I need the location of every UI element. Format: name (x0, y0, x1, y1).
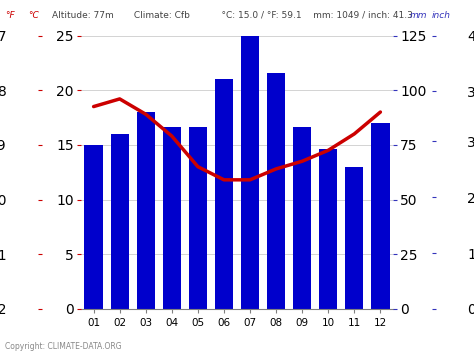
Bar (319, 149, 337, 309)
Bar (241, 36, 259, 309)
Bar (84, 145, 103, 309)
Bar (215, 79, 233, 309)
Text: Copyright: CLIMATE-DATA.ORG: Copyright: CLIMATE-DATA.ORG (5, 343, 121, 351)
Bar (371, 123, 390, 309)
Bar (163, 127, 181, 309)
Bar (267, 73, 285, 309)
Bar (189, 127, 207, 309)
Text: °F: °F (5, 11, 14, 20)
Text: °C: °C (28, 11, 39, 20)
Bar (110, 134, 129, 309)
Text: mm: mm (410, 11, 428, 20)
Text: inch: inch (431, 11, 450, 20)
Text: Altitude: 77m       Climate: Cfb           °C: 15.0 / °F: 59.1    mm: 1049 / inc: Altitude: 77m Climate: Cfb °C: 15.0 / °F… (52, 11, 413, 20)
Bar (345, 167, 364, 309)
Bar (137, 112, 155, 309)
Bar (293, 127, 311, 309)
